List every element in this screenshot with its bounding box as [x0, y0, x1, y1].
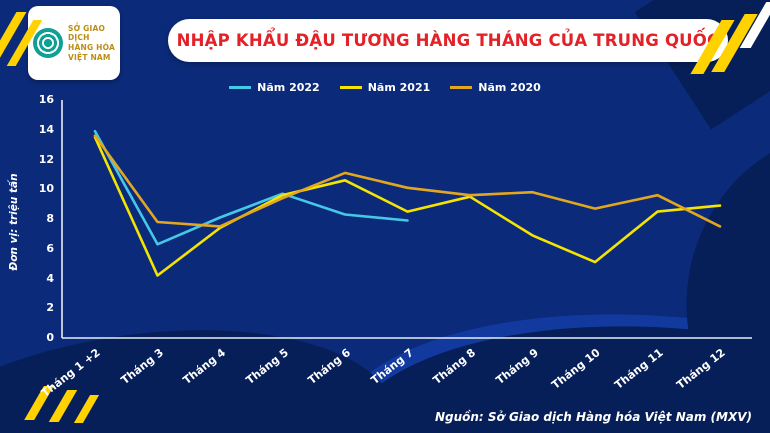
- legend-swatch-icon: [229, 86, 252, 89]
- legend-label: Năm 2020: [478, 81, 541, 94]
- y-tick-label: 16: [38, 93, 54, 106]
- title-banner: NHẬP KHẨU ĐẬU TƯƠNG HÀNG THÁNG CỦA TRUNG…: [168, 19, 728, 62]
- y-tick-label: 10: [38, 182, 54, 196]
- series-line-0: [93, 129, 409, 246]
- legend-item: Năm 2020: [450, 81, 541, 94]
- y-tick-label: 8: [46, 212, 54, 225]
- y-tick-label: 12: [38, 152, 54, 166]
- legend-item: Năm 2022: [229, 81, 320, 94]
- logo-line: VIỆT NAM: [68, 52, 111, 62]
- legend-swatch-icon: [450, 86, 473, 89]
- logo-line: HÀNG HÓA: [68, 43, 115, 52]
- series-group: [93, 129, 722, 277]
- legend-swatch-icon: [339, 86, 362, 89]
- mxv-logo-icon: [33, 28, 63, 58]
- legend-label: Năm 2021: [367, 81, 431, 94]
- y-tick-label: 6: [46, 241, 54, 255]
- y-tick-label: 4: [46, 271, 54, 285]
- chart-legend: Năm 2022 Năm 2021 Năm 2020: [0, 81, 770, 94]
- logo-line: SỞ GIAO DỊCH: [68, 23, 106, 43]
- y-tick-label: 14: [38, 122, 54, 136]
- series-line-1: [93, 135, 722, 277]
- legend-label: Năm 2022: [257, 81, 320, 94]
- y-tick-label: 0: [46, 331, 54, 344]
- legend-item: Năm 2021: [339, 81, 431, 94]
- mxv-logo-text: SỞ GIAO DỊCH HÀNG HÓA VIỆT NAM: [68, 24, 115, 63]
- mxv-logo: SỞ GIAO DỊCH HÀNG HÓA VIỆT NAM: [28, 6, 120, 80]
- series-line-2: [93, 134, 722, 228]
- page-title: NHẬP KHẨU ĐẬU TƯƠNG HÀNG THÁNG CỦA TRUNG…: [176, 31, 720, 50]
- y-tick-label: 2: [46, 301, 54, 315]
- source-note: Nguồn: Sở Giao dịch Hàng hóa Việt Nam (M…: [434, 410, 752, 424]
